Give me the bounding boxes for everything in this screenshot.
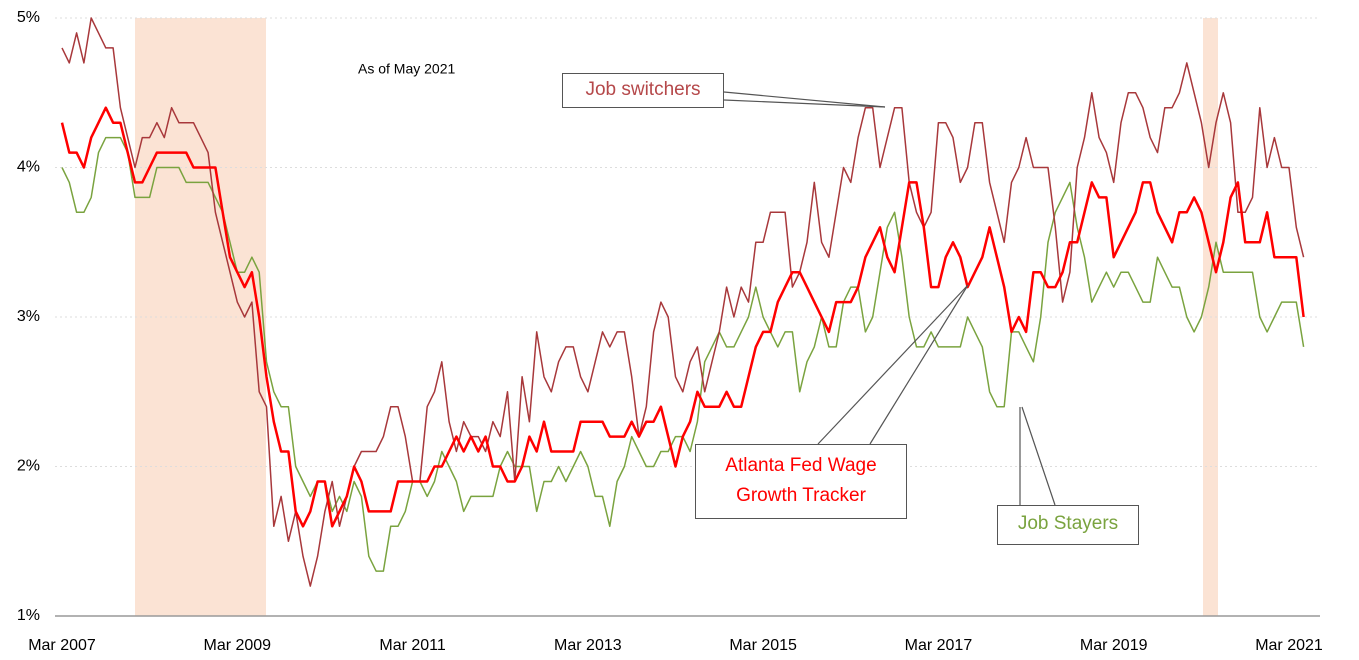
x-tick-label: Mar 2021 (1255, 637, 1323, 654)
series-label: Atlanta Fed Wage Growth Tracker (695, 444, 907, 519)
x-tick-label: Mar 2007 (28, 637, 96, 654)
lines (60, 17, 1305, 587)
y-tick-label: 1% (17, 607, 40, 624)
leader-line (817, 284, 969, 445)
y-tick-label: 3% (17, 308, 40, 325)
x-tick-label: Mar 2017 (905, 637, 973, 654)
leaders (723, 91, 1056, 506)
x-tick-label: Mar 2013 (554, 637, 622, 654)
series-line (60, 106, 1305, 528)
y-tick-label: 5% (17, 9, 40, 26)
series-line (61, 17, 1305, 587)
grid (55, 17, 1320, 467)
y-tick-label: 4% (17, 159, 40, 176)
leader-line (723, 99, 886, 108)
x-tick-label: Mar 2009 (203, 637, 271, 654)
leader-line (869, 284, 969, 445)
series-label: Job Stayers (997, 505, 1139, 545)
series-label: Job switchers (562, 73, 724, 108)
x-tick-label: Mar 2011 (379, 637, 446, 654)
x-tick-label: Mar 2019 (1080, 637, 1148, 654)
leader-line (1021, 406, 1056, 506)
x-tick-label: Mar 2015 (729, 637, 797, 654)
y-tick-label: 2% (17, 458, 40, 475)
leader-line (723, 91, 886, 108)
annotation: As of May 2021 (358, 61, 455, 77)
